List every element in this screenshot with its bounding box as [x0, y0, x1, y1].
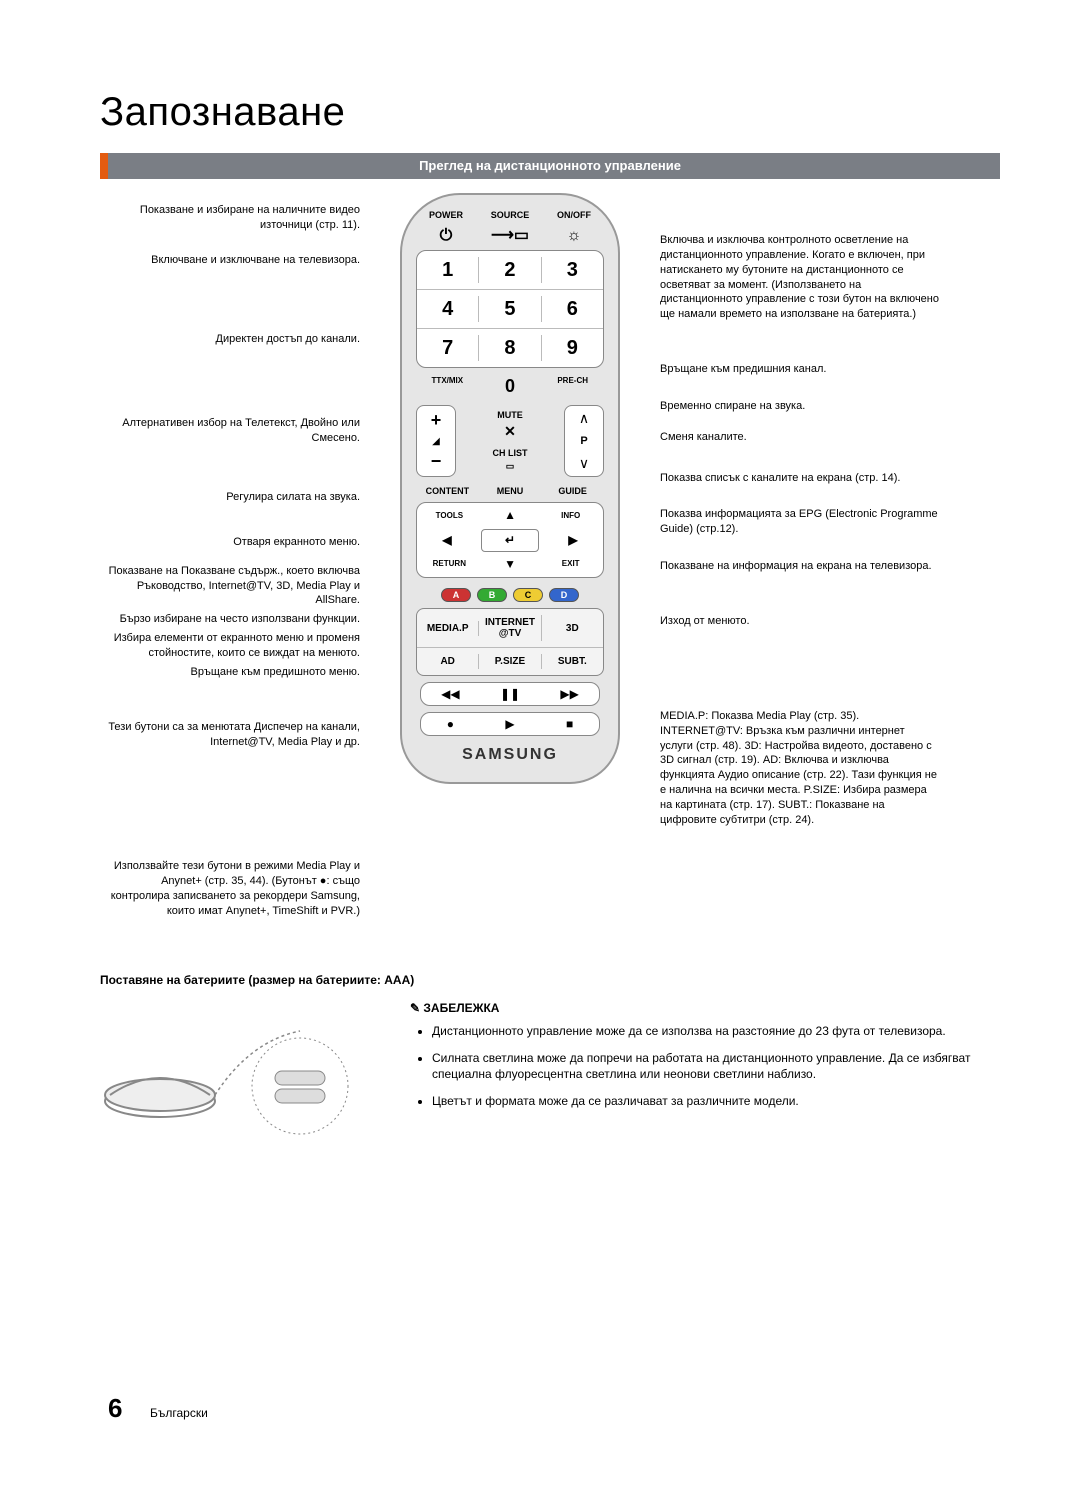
battery-heading: Поставяне на батериите (размер на батери…: [100, 973, 1000, 987]
play-icon: ▶: [505, 717, 514, 731]
prech-label: PRE-CH: [541, 372, 604, 401]
desc-left: Включване и изключване на телевизора.: [100, 253, 360, 268]
desc-right: Включва и изключва контролното осветлени…: [660, 233, 940, 322]
page-title: Запознаване: [100, 90, 1000, 135]
a-button: A: [441, 588, 471, 602]
menu-label: MENU: [479, 483, 542, 499]
num-8: 8: [479, 335, 541, 361]
note-heading: ЗАБЕЛЕЖКА: [410, 1001, 1000, 1015]
desc-left: Използвайте тези бутони в режими Media P…: [100, 859, 360, 918]
pause-icon: ❚❚: [500, 687, 520, 701]
brand-logo: SAMSUNG: [414, 746, 606, 764]
transport-row-1: ◀◀ ❚❚ ▶▶: [420, 682, 600, 706]
source-label: SOURCE: [478, 211, 542, 221]
num-3: 3: [542, 257, 603, 283]
num-9: 9: [542, 335, 603, 361]
desc-left: Тези бутони са за менютата Диспечер на к…: [100, 720, 360, 750]
ad-label: AD: [417, 654, 479, 669]
left-descriptions: Показване и избиране на наличните видео …: [100, 193, 360, 923]
banner-text: Преглед на дистанционното управление: [100, 153, 1000, 179]
power-icon: ⏻: [414, 227, 478, 245]
desc-left: Регулира силата на звука.: [100, 490, 360, 505]
desc-left: Показване на Показване съдърж., което вк…: [100, 564, 360, 609]
note-item: Дистанционното управление може да се изп…: [432, 1023, 1000, 1040]
num-6: 6: [542, 296, 603, 322]
num-1: 1: [417, 257, 479, 283]
psize-label: P.SIZE: [479, 654, 541, 669]
exit-label: EXIT: [540, 556, 601, 573]
forward-icon: ▶▶: [560, 687, 578, 701]
record-icon: ●: [447, 717, 454, 731]
desc-right: Показва информацията за EPG (Electronic …: [660, 507, 940, 537]
power-label: POWER: [414, 211, 478, 221]
onoff-icon: ☼: [542, 227, 606, 245]
internet-label: INTERNET @TV: [479, 615, 541, 641]
desc-right: Връщане към предишния канал.: [660, 362, 940, 377]
tools-label: TOOLS: [419, 508, 480, 525]
chlist-label: CH LIST: [460, 448, 560, 458]
desc-left: Алтернативен избор на Телетекст, Двойно …: [100, 416, 360, 446]
desc-right: Временно спиране на звука.: [660, 399, 940, 414]
dpad: TOOLS ▲ INFO ◀ ↵ ▶ RETURN ▼ EXIT: [416, 502, 604, 578]
volume-rocker: + ◢ −: [416, 405, 456, 477]
right-descriptions: Включва и изключва контролното осветлени…: [660, 193, 940, 923]
source-icon: ⟶▭: [478, 227, 542, 245]
num-4: 4: [417, 296, 479, 322]
banner-indicator: [100, 153, 108, 179]
page-number: 6: [108, 1393, 122, 1424]
c-button: C: [513, 588, 543, 602]
3d-label: 3D: [542, 621, 603, 636]
note-list: Дистанционното управление може да се изп…: [410, 1023, 1000, 1110]
function-grid: MEDIA.P INTERNET @TV 3D AD P.SIZE SUBT.: [416, 608, 604, 676]
desc-left: Показване и избиране на наличните видео …: [100, 203, 360, 233]
desc-right: Сменя каналите.: [660, 430, 940, 445]
subt-label: SUBT.: [542, 654, 603, 669]
b-button: B: [477, 588, 507, 602]
desc-right: Показва списък с каналите на екрана (стр…: [660, 471, 940, 486]
desc-left: Бързо избиране на често използвани функц…: [100, 612, 360, 627]
page-lang: Български: [150, 1406, 208, 1420]
desc-left: Директен достъп до канали.: [100, 332, 360, 347]
num-0: 0: [479, 372, 542, 401]
num-2: 2: [479, 257, 541, 283]
remote-illustration: POWER SOURCE ON/OFF ⏻ ⟶▭ ☼ 1 2 3: [400, 193, 620, 784]
num-5: 5: [479, 296, 541, 322]
desc-left: Отваря екранното меню.: [100, 535, 360, 550]
ttx-label: TTX/MIX: [416, 372, 479, 401]
d-button: D: [549, 588, 579, 602]
transport-row-2: ● ▶ ■: [420, 712, 600, 736]
battery-illustration: [100, 1001, 370, 1141]
note-item: Цветът и формата може да се различават з…: [432, 1093, 1000, 1110]
enter-icon: ↵: [481, 529, 539, 552]
content-label: CONTENT: [416, 483, 479, 499]
return-label: RETURN: [419, 556, 480, 573]
section-banner: Преглед на дистанционното управление: [100, 153, 1000, 179]
color-buttons: A B C D: [414, 588, 606, 602]
guide-label: GUIDE: [541, 483, 604, 499]
mute-label: MUTE: [460, 410, 560, 420]
desc-left: Връщане към предишното меню.: [100, 665, 360, 680]
channel-rocker: ∧ P ∨: [564, 405, 604, 477]
stop-icon: ■: [566, 717, 573, 731]
desc-right: Показване на информация на екрана на тел…: [660, 559, 940, 574]
note-item: Силната светлина може да попречи на рабо…: [432, 1050, 1000, 1084]
desc-right: Изход от менюто.: [660, 614, 940, 629]
onoff-label: ON/OFF: [542, 211, 606, 221]
num-7: 7: [417, 335, 479, 361]
desc-left: Избира елементи от екранното меню и пром…: [100, 631, 360, 661]
mediap-label: MEDIA.P: [417, 621, 479, 636]
desc-right: MEDIA.P: Показва Media Play (стр. 35). I…: [660, 709, 940, 828]
info-label: INFO: [540, 508, 601, 525]
rewind-icon: ◀◀: [441, 687, 459, 701]
number-pad: 1 2 3 4 5 6 7 8 9: [416, 250, 604, 368]
